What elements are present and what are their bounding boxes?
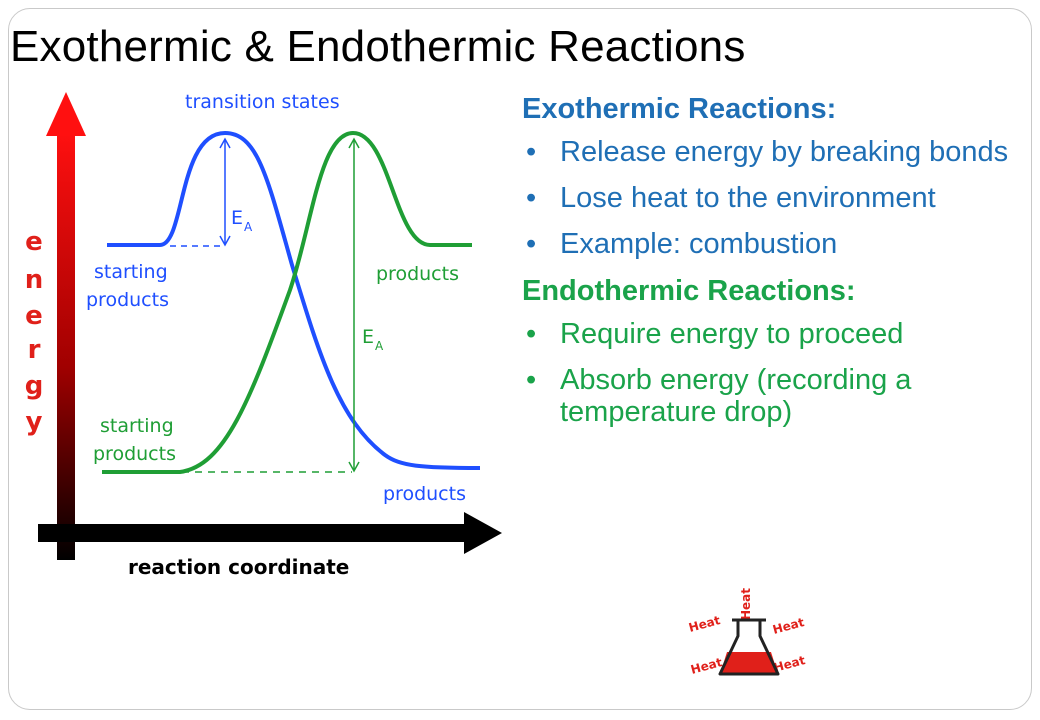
- exothermic-bullet: • Lose heat to the environment: [522, 182, 1022, 214]
- endo-ea-arrowhead-top: [348, 137, 360, 149]
- heat-label: Heat: [771, 615, 806, 637]
- exothermic-curve: [107, 130, 481, 470]
- exo-start-label-line2: products: [86, 289, 169, 311]
- endothermic-bullet: • Require energy to proceed: [522, 318, 1022, 350]
- transition-states-label: transition states: [185, 91, 340, 113]
- bullet-dot: •: [526, 364, 537, 396]
- x-axis-arrowhead: [464, 512, 502, 554]
- y-axis-letter: n: [25, 265, 44, 295]
- bullet-dot: •: [526, 228, 537, 260]
- flask-image-background: [650, 560, 845, 582]
- y-axis: [57, 132, 75, 560]
- y-axis-letter: e: [25, 301, 43, 331]
- bullet-text: Example: combustion: [560, 228, 838, 260]
- slide-title: Exothermic & Endothermic Reactions: [10, 22, 746, 71]
- exo-end-label: products: [383, 483, 466, 505]
- exothermic-bullet: • Example: combustion: [522, 228, 1022, 260]
- endo-end-label: products: [376, 263, 459, 285]
- endothermic-curve: [102, 130, 472, 474]
- y-axis-letter: g: [25, 371, 44, 401]
- exo-ea-arrowhead-top: [219, 137, 231, 149]
- y-axis-letter: e: [25, 227, 43, 257]
- endo-ea-subscript: A: [375, 339, 384, 353]
- bullet-dot: •: [526, 136, 537, 168]
- energy-diagram: e n e r g y reaction coordinate transiti…: [25, 91, 502, 579]
- y-axis-letter: y: [26, 407, 43, 437]
- y-axis-letter: r: [28, 335, 41, 365]
- heat-label: Heat: [687, 613, 722, 635]
- exo-ea-subscript: A: [244, 220, 253, 234]
- heat-flask-image: Heat Heat Heat Heat Heat: [687, 588, 807, 677]
- exothermic-heading: Exothermic Reactions:: [522, 93, 837, 125]
- bullet-dot: •: [526, 182, 537, 214]
- x-axis: [38, 524, 470, 542]
- bullet-text: Require energy to proceed: [560, 318, 904, 350]
- exo-start-label-line1: starting: [94, 261, 168, 283]
- exo-ea-label: E: [231, 207, 243, 229]
- exo-ea-arrowhead-bottom: [219, 235, 231, 247]
- endothermic-heading: Endothermic Reactions:: [522, 275, 856, 307]
- endothermic-bullet: • Absorb energy (recording a temperature…: [522, 364, 1022, 428]
- flask-liquid: [720, 652, 778, 674]
- reaction-notes: Exothermic Reactions: • Release energy b…: [522, 92, 1022, 442]
- bullet-text: Lose heat to the environment: [560, 182, 936, 214]
- heat-label: Heat: [739, 588, 753, 620]
- bullet-text: Release energy by breaking bonds: [560, 136, 1009, 168]
- endo-ea-arrowhead-bottom: [348, 461, 360, 473]
- x-axis-label: reaction coordinate: [128, 555, 349, 579]
- bullet-text: Absorb energy (recording a temperature d…: [560, 364, 912, 428]
- slide-frame: [8, 8, 1032, 710]
- endo-start-label-line1: starting: [100, 415, 174, 437]
- endo-start-label-line2: products: [93, 443, 176, 465]
- exothermic-bullet: • Release energy by breaking bonds: [522, 136, 1022, 168]
- endo-ea-label: E: [362, 326, 374, 348]
- y-axis-arrowhead: [46, 92, 86, 136]
- flask-outline: [718, 620, 780, 676]
- bullet-dot: •: [526, 318, 537, 350]
